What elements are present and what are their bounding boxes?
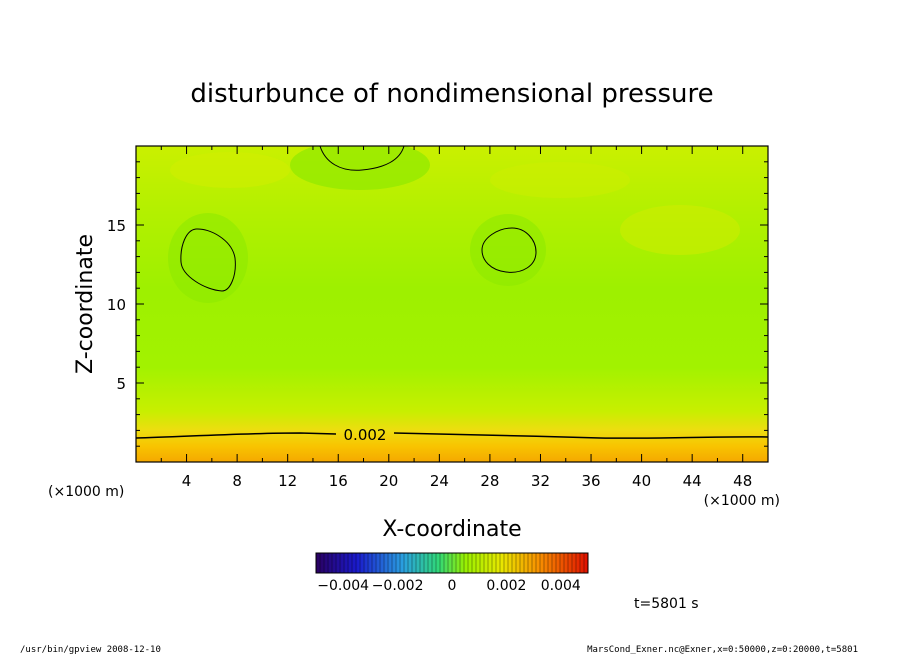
pressure-field [136,146,768,462]
x-tick-label: 44 [683,472,702,490]
x-tick-label: 32 [531,472,550,490]
y-tick-label: 5 [116,375,126,393]
x-tick-label: 4 [182,472,192,490]
y-tick-label: 15 [107,217,126,235]
x-tick-label: 12 [278,472,297,490]
colorbar: −0.004 −0.002 0 0.002 0.004 [315,552,589,594]
field-patch [490,162,630,198]
chart-title: disturbunce of nondimensional pressure [190,79,713,109]
colorbar-ticks: −0.004 −0.002 0 0.002 0.004 [317,578,581,594]
time-label: t=5801 s [634,596,699,612]
x-tick-label: 28 [480,472,499,490]
x-tick-label: 40 [632,472,651,490]
field-patch [620,205,740,255]
footer-left: /usr/bin/gpview 2008-12-10 [20,645,161,654]
colorbar-tick-label: 0 [448,578,457,594]
field-patch [170,152,290,188]
x-axis-label: X-coordinate [382,517,521,542]
colorbar-tick-label: 0.004 [541,578,581,594]
x-tick-label: 8 [232,472,242,490]
contour-line [481,227,537,273]
plot-area [136,146,768,462]
footer-right: MarsCond_Exner.nc@Exner,x=0:50000,z=0:20… [587,645,858,654]
y-axis-ticks: 5 10 15 [107,161,768,447]
contour-line [180,228,236,292]
field-patch [470,214,546,286]
colorbar-tick-label: 0.002 [486,578,526,594]
colorbar-stripes [319,553,585,573]
x-tick-label: 16 [329,472,348,490]
x-tick-label: 20 [379,472,398,490]
x-unit-left: (×1000 m) [48,484,124,500]
x-tick-label: 48 [733,472,752,490]
colorbar-tick-label: −0.004 [317,578,369,594]
x-tick-label: 24 [430,472,449,490]
x-unit-right: (×1000 m) [704,493,780,509]
colorbar-tick-label: −0.002 [372,578,424,594]
x-tick-label: 36 [581,472,600,490]
field-patch [168,213,248,303]
x-axis-ticks: 4 8 12 16 20 24 28 32 36 40 44 48 [160,146,752,490]
y-tick-label: 10 [107,296,126,314]
contour-label: 0.002 [344,426,387,444]
contour-line [319,146,405,171]
y-axis-label: Z-coordinate [73,234,98,374]
contour-line [136,432,768,439]
field-patch [290,146,430,190]
